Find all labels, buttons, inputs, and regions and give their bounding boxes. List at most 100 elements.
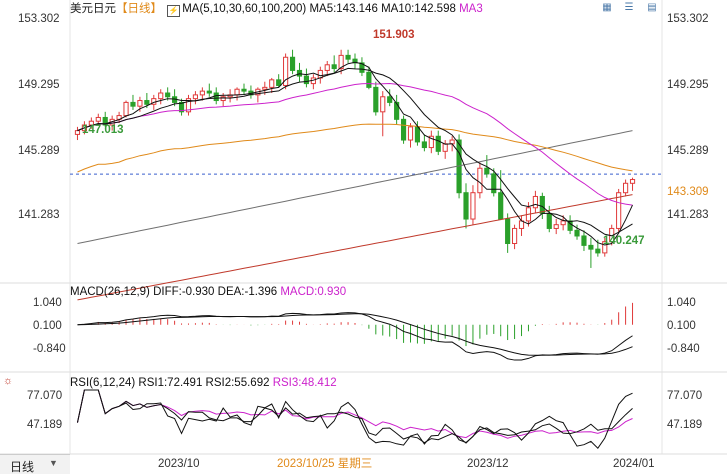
grid-lines xyxy=(0,0,727,455)
candle-body xyxy=(532,195,538,209)
candle-body xyxy=(220,96,226,102)
ma100-line xyxy=(77,130,633,244)
chevron-down-icon: ▼ xyxy=(49,458,58,468)
candle-body xyxy=(359,62,365,73)
macd-header: MACD(26,12,9) DIFF:-0.930 DEA:-1.396 MAC… xyxy=(70,285,346,299)
candle-body xyxy=(435,135,441,152)
ma200-line xyxy=(77,194,633,301)
macd-axis-left-label: 1.040 xyxy=(33,297,62,309)
candle-body xyxy=(477,167,483,194)
rsi-header: RSI(6,12,24) RSI1:72.491 RSI2:55.692 RSI… xyxy=(70,376,337,390)
ma10-line xyxy=(77,67,633,237)
layout-grid-icon[interactable]: ▦ xyxy=(602,1,612,13)
candle-body xyxy=(158,92,164,100)
candle-body xyxy=(165,92,171,98)
rsi3-value: RSI3:48.412 xyxy=(272,377,337,389)
price-axis-right-label: 141.283 xyxy=(667,209,709,221)
macd-diff-value: DIFF:-0.930 xyxy=(153,286,215,298)
candle-body xyxy=(137,100,143,107)
candle-body xyxy=(102,116,108,126)
candle-body xyxy=(185,98,192,113)
price-axis-right-label: 149.295 xyxy=(667,79,709,91)
candle-body xyxy=(553,224,559,229)
current-price-tag: 143.309 xyxy=(667,186,709,198)
indicator-list-icon[interactable]: ☰ xyxy=(624,1,634,13)
ma10-value: MA10:142.598 xyxy=(381,3,456,15)
candle-body xyxy=(470,192,476,220)
macd-macd-value: MACD:0.930 xyxy=(280,286,347,298)
stack-view-icon[interactable]: ▤ xyxy=(647,1,657,13)
candle-body xyxy=(588,244,594,250)
candle-body xyxy=(352,58,358,64)
candle-body xyxy=(629,179,636,184)
candle-body xyxy=(95,116,101,122)
candle-body xyxy=(88,120,94,126)
candle-body xyxy=(296,69,303,77)
candle-body xyxy=(144,100,150,105)
rsi1-line xyxy=(76,389,633,449)
ma-settings-icon[interactable]: ⚡ xyxy=(167,5,181,17)
macd-header-label: MACD(26,12,9) xyxy=(70,286,150,298)
candle-body xyxy=(331,64,337,70)
candle-body xyxy=(380,96,386,113)
candle-body xyxy=(616,192,622,229)
candle-body xyxy=(491,173,497,194)
ma-header-label: MA(5,10,30,60,100,200) xyxy=(182,3,307,15)
macd-axis-right-label: 1.040 xyxy=(667,297,696,309)
price-axis-left-label: 141.283 xyxy=(18,209,60,221)
period-selector[interactable]: 日线 ▼ xyxy=(0,454,70,474)
candle-body xyxy=(449,139,455,145)
candle-body xyxy=(283,56,289,86)
macd-axis-left-label: -0.840 xyxy=(33,343,66,355)
period-selector-label: 日线 xyxy=(10,460,35,474)
high-annotation: 151.903 xyxy=(373,29,415,41)
macd-axis-left-label: 0.100 xyxy=(33,320,62,332)
macd-axis-right-label: 0.100 xyxy=(667,320,696,332)
candle-body xyxy=(400,118,407,141)
candle-body xyxy=(581,235,587,246)
date-label-cursor: 2023/10/25 星期三 xyxy=(277,458,373,470)
date-label: 2024/01 xyxy=(613,458,655,470)
candle-body xyxy=(234,88,240,96)
candles xyxy=(74,49,636,268)
candle-body xyxy=(366,71,372,88)
price-axis-right-label: 145.289 xyxy=(667,145,709,157)
candle-body xyxy=(602,241,608,254)
candle-body xyxy=(303,75,310,85)
candle-body xyxy=(484,167,490,175)
sun-settings-icon[interactable]: ☼ xyxy=(3,375,14,387)
candle-body xyxy=(539,195,545,214)
candle-body xyxy=(130,101,136,107)
candle-body xyxy=(324,64,330,71)
candle-body xyxy=(574,229,580,237)
price-axis-left-label: 153.302 xyxy=(18,13,60,25)
candle-body xyxy=(269,79,275,88)
candle-body xyxy=(338,54,344,70)
period-tag[interactable]: 【日线】 xyxy=(116,3,162,15)
candle-body xyxy=(546,212,552,229)
candle-body xyxy=(567,220,573,231)
date-label: 2023/12 xyxy=(467,458,509,470)
rsi3-line xyxy=(76,389,633,439)
candle-body xyxy=(276,79,282,86)
candle-body xyxy=(241,88,247,92)
candle-body xyxy=(505,218,511,244)
macd-dea-line xyxy=(77,313,633,356)
candle-body xyxy=(206,90,212,94)
candle-body xyxy=(623,182,629,194)
ma30-line xyxy=(77,82,633,206)
rsi-header-label: RSI(6,12,24) xyxy=(70,377,136,389)
candle-body xyxy=(373,86,379,113)
ma60-line xyxy=(77,123,633,173)
candle-body xyxy=(199,90,205,96)
candle-body xyxy=(428,135,434,149)
rsi-axis-right-label: 47.189 xyxy=(667,419,703,431)
candle-body xyxy=(463,192,469,220)
candle-body xyxy=(289,56,296,71)
candle-body xyxy=(178,101,185,113)
macd-panel xyxy=(77,302,634,361)
candle-body xyxy=(394,101,400,120)
candle-body xyxy=(414,126,421,143)
